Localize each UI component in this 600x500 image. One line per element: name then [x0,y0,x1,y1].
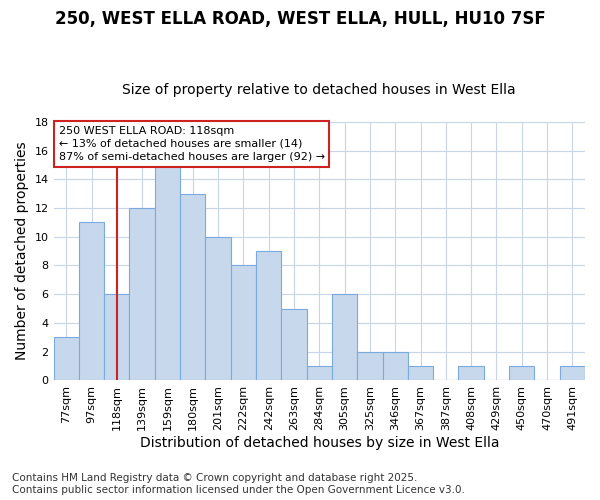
Y-axis label: Number of detached properties: Number of detached properties [15,142,29,360]
Bar [256,251,281,380]
Bar [357,352,383,380]
Bar [155,165,180,380]
Bar [104,294,130,380]
Title: Size of property relative to detached houses in West Ella: Size of property relative to detached ho… [122,83,516,97]
Text: 250 WEST ELLA ROAD: 118sqm
← 13% of detached houses are smaller (14)
87% of semi: 250 WEST ELLA ROAD: 118sqm ← 13% of deta… [59,126,325,162]
Bar [307,366,332,380]
Bar [509,366,535,380]
Bar [408,366,433,380]
Bar [180,194,205,380]
Bar [281,308,307,380]
Bar [383,352,408,380]
Bar [458,366,484,380]
Bar [130,208,155,380]
Bar [205,236,230,380]
Bar [332,294,357,380]
Bar [230,266,256,380]
Text: 250, WEST ELLA ROAD, WEST ELLA, HULL, HU10 7SF: 250, WEST ELLA ROAD, WEST ELLA, HULL, HU… [55,10,545,28]
X-axis label: Distribution of detached houses by size in West Ella: Distribution of detached houses by size … [140,436,499,450]
Bar [79,222,104,380]
Bar [53,338,79,380]
Text: Contains HM Land Registry data © Crown copyright and database right 2025.
Contai: Contains HM Land Registry data © Crown c… [12,474,465,495]
Bar [560,366,585,380]
